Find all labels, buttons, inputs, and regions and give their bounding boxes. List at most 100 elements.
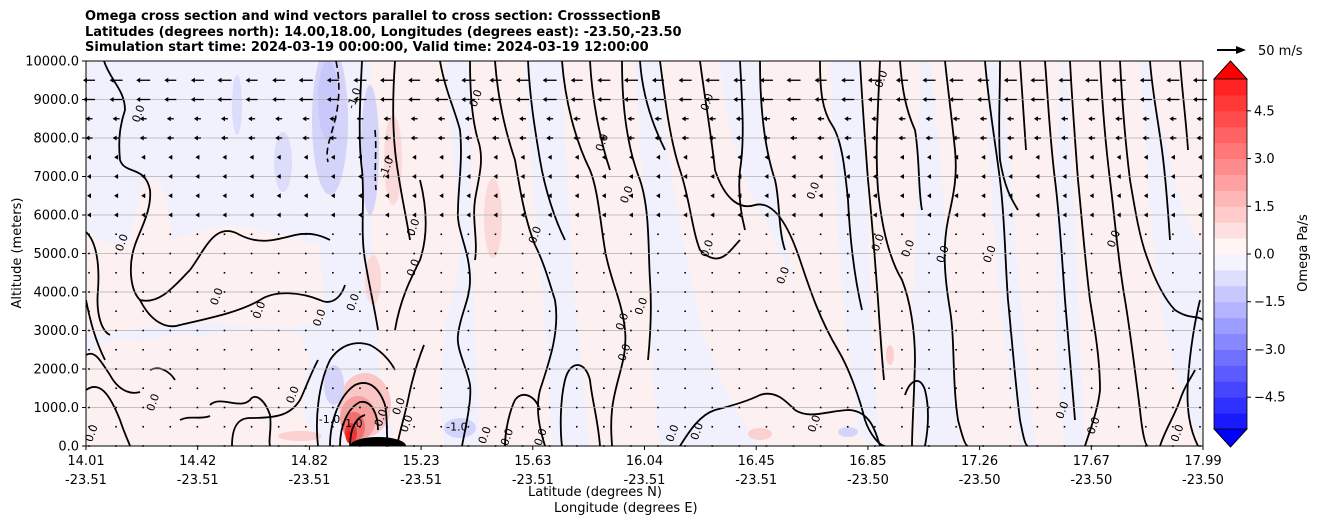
wind-vector-head bbox=[656, 193, 661, 199]
x-tick-label-lon: -23.51 bbox=[65, 473, 107, 488]
wind-vector-dot bbox=[1172, 271, 1174, 274]
wind-vector-dot bbox=[1036, 291, 1039, 293]
wind-vector bbox=[955, 425, 957, 428]
wind-vector-dot bbox=[1036, 348, 1039, 351]
wind-vector-dot bbox=[1036, 310, 1039, 313]
wind-vector bbox=[846, 445, 849, 447]
wind-key-arrow-head bbox=[1236, 46, 1246, 54]
wind-vector bbox=[922, 97, 936, 102]
title-line-3: Simulation start time: 2024-03-19 00:00:… bbox=[85, 40, 649, 55]
wind-vector-head bbox=[195, 154, 200, 160]
wind-vector bbox=[494, 387, 497, 390]
wind-vector bbox=[464, 135, 472, 141]
wind-vector bbox=[494, 271, 497, 274]
wind-vector-dot bbox=[440, 425, 443, 428]
wind-vector bbox=[708, 116, 716, 122]
wind-vector-dot bbox=[521, 368, 524, 370]
wind-vector bbox=[575, 406, 578, 409]
wind-vector-dot bbox=[521, 252, 524, 255]
wind-vector bbox=[738, 310, 741, 313]
y-tick-label: 10000.0 bbox=[25, 55, 79, 70]
wind-vector-dot bbox=[277, 291, 280, 293]
wind-vector bbox=[332, 425, 334, 428]
wind-vector bbox=[570, 97, 583, 102]
wind-vector bbox=[765, 291, 768, 293]
y-tick-label: 9000.0 bbox=[34, 93, 80, 108]
wind-vector-dot bbox=[440, 368, 443, 370]
wind-vector bbox=[575, 348, 578, 351]
wind-vector bbox=[1170, 174, 1175, 179]
wind-vector-head bbox=[678, 77, 683, 83]
wind-vector-head bbox=[276, 174, 281, 179]
wind-vector bbox=[711, 291, 714, 293]
x-tick-label-lat: 17.67 bbox=[1073, 454, 1110, 469]
wind-vector bbox=[276, 174, 281, 179]
wind-vector-dot bbox=[711, 425, 714, 428]
wind-vector-dot bbox=[738, 387, 741, 390]
wind-vector bbox=[413, 387, 415, 390]
colorbar-band bbox=[1214, 174, 1247, 191]
wind-vector-dot bbox=[548, 425, 551, 428]
wind-vector bbox=[764, 174, 769, 179]
wind-vector bbox=[466, 193, 471, 199]
wind-vector-head bbox=[141, 193, 146, 199]
colorbar-tick-label: 4.5 bbox=[1254, 104, 1275, 119]
wind-vector-dot bbox=[1063, 348, 1066, 351]
x-tick-label-lon: -23.50 bbox=[1182, 473, 1224, 488]
wind-vector bbox=[489, 97, 502, 102]
wind-vector bbox=[711, 445, 714, 447]
wind-vector bbox=[684, 425, 686, 428]
wind-vector bbox=[738, 348, 741, 351]
colorbar-label: Omega Pa/s bbox=[1296, 214, 1311, 292]
wind-vector-head bbox=[977, 77, 982, 83]
wind-vector bbox=[1009, 329, 1012, 332]
wind-vector-dot bbox=[684, 406, 686, 409]
wind-vector-head bbox=[1030, 77, 1035, 83]
wind-vector bbox=[413, 310, 415, 313]
wind-vector bbox=[223, 445, 226, 447]
wind-vector-head bbox=[168, 212, 173, 218]
strong-updraft-core bbox=[350, 437, 406, 446]
wind-vector-head bbox=[954, 193, 959, 199]
y-tick-label: 7000.0 bbox=[34, 170, 80, 185]
wind-vector bbox=[88, 310, 90, 313]
wind-vector bbox=[1063, 387, 1066, 390]
wind-vector bbox=[1172, 271, 1174, 274]
wind-vector-dot bbox=[630, 291, 632, 293]
wind-vector bbox=[88, 252, 90, 255]
wind-vector-dot bbox=[304, 233, 307, 236]
wind-vector bbox=[738, 406, 741, 409]
wind-vector-dot bbox=[332, 291, 334, 293]
wind-vector-head bbox=[981, 174, 986, 179]
wind-vector-dot bbox=[440, 329, 443, 332]
wind-vector-dot bbox=[494, 233, 497, 236]
wind-vector-dot bbox=[982, 348, 985, 351]
wind-vector-dot bbox=[332, 252, 334, 255]
wind-vector-dot bbox=[277, 368, 280, 370]
wind-vector bbox=[683, 174, 688, 179]
wind-vector bbox=[901, 425, 903, 428]
wind-vector bbox=[981, 154, 986, 160]
wind-vector bbox=[575, 233, 578, 236]
wind-vector bbox=[955, 310, 957, 313]
wind-vector-head bbox=[1035, 174, 1040, 179]
wind-vector-head bbox=[733, 77, 738, 83]
wind-vector-dot bbox=[765, 406, 768, 409]
wind-vector bbox=[1009, 387, 1012, 390]
wind-vector bbox=[928, 310, 930, 313]
wind-vector bbox=[195, 174, 200, 179]
colorbar-band bbox=[1214, 349, 1247, 366]
wind-vector bbox=[548, 252, 551, 255]
wind-vector bbox=[521, 252, 524, 255]
wind-vector-head bbox=[437, 135, 442, 141]
wind-vector-dot bbox=[1199, 271, 1201, 274]
wind-vector-dot bbox=[440, 445, 443, 447]
wind-vector-dot bbox=[738, 425, 741, 428]
wind-vector bbox=[574, 174, 579, 179]
wind-vector bbox=[982, 329, 985, 332]
wind-vector-head bbox=[1035, 193, 1040, 199]
wind-vector bbox=[1009, 310, 1012, 313]
wind-vector bbox=[142, 445, 144, 447]
wind-vector-head bbox=[546, 116, 551, 122]
